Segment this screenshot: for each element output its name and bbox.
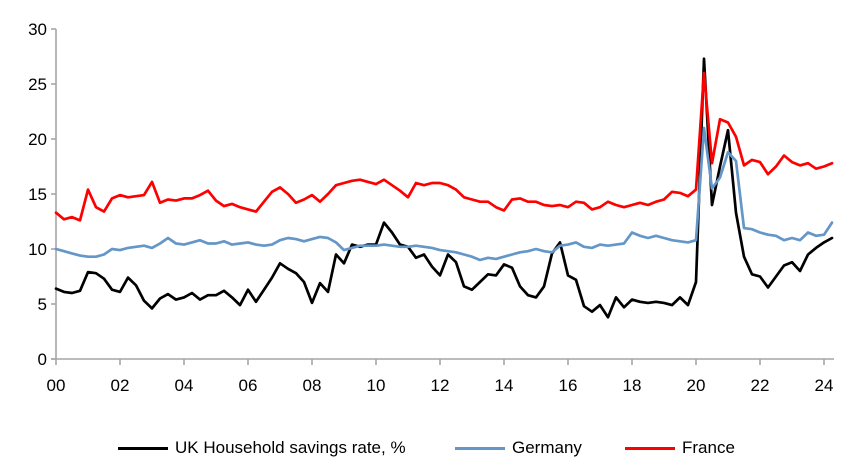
uk-line: [54, 57, 834, 319]
x-axis-tick-label: 08: [303, 376, 322, 395]
x-axis-tick-label: 10: [367, 376, 386, 395]
y-axis-tick-label: 30: [28, 20, 47, 39]
y-axis-tick-label: 25: [28, 75, 47, 94]
chart-legend: UK Household savings rate, % Germany Fra…: [0, 437, 852, 461]
legend-label-uk: UK Household savings rate, %: [175, 438, 406, 457]
germany-line: [54, 126, 834, 262]
france-line-swatch: [625, 446, 675, 450]
x-axis-tick-label: 18: [623, 376, 642, 395]
legend-label-germany: Germany: [512, 438, 582, 457]
legend-item-uk: UK Household savings rate, %: [118, 437, 406, 459]
x-axis-tick-label: 12: [431, 376, 450, 395]
x-axis-tick-label: 00: [47, 376, 66, 395]
y-axis-tick-label: 10: [28, 240, 47, 259]
chart-plot-area: 0 5 10 15 20 25 30 00 02 04 06 08 10 12 14 16 18 20 22 24: [28, 20, 834, 395]
x-axis-tick-label: 16: [559, 376, 578, 395]
x-axis-tick-label: 02: [111, 376, 130, 395]
uk-line-swatch: [118, 446, 168, 450]
germany-line-swatch: [455, 446, 505, 450]
x-axis-tick-label: 14: [495, 376, 514, 395]
x-axis-tick-label: 20: [687, 376, 706, 395]
y-axis-tick-label: 20: [28, 130, 47, 149]
x-axis-tick-label: 24: [815, 376, 834, 395]
x-axis-tick-label: 06: [239, 376, 258, 395]
france-line: [54, 71, 834, 222]
y-axis-tick-label: 5: [38, 295, 47, 314]
legend-item-germany: Germany: [455, 437, 582, 459]
y-axis-tick-label: 0: [38, 350, 47, 369]
x-axis-tick-label: 04: [175, 376, 194, 395]
y-axis-tick-label: 15: [28, 185, 47, 204]
legend-label-france: France: [682, 438, 735, 457]
x-axis-tick-label: 22: [751, 376, 770, 395]
legend-item-france: France: [625, 437, 735, 459]
